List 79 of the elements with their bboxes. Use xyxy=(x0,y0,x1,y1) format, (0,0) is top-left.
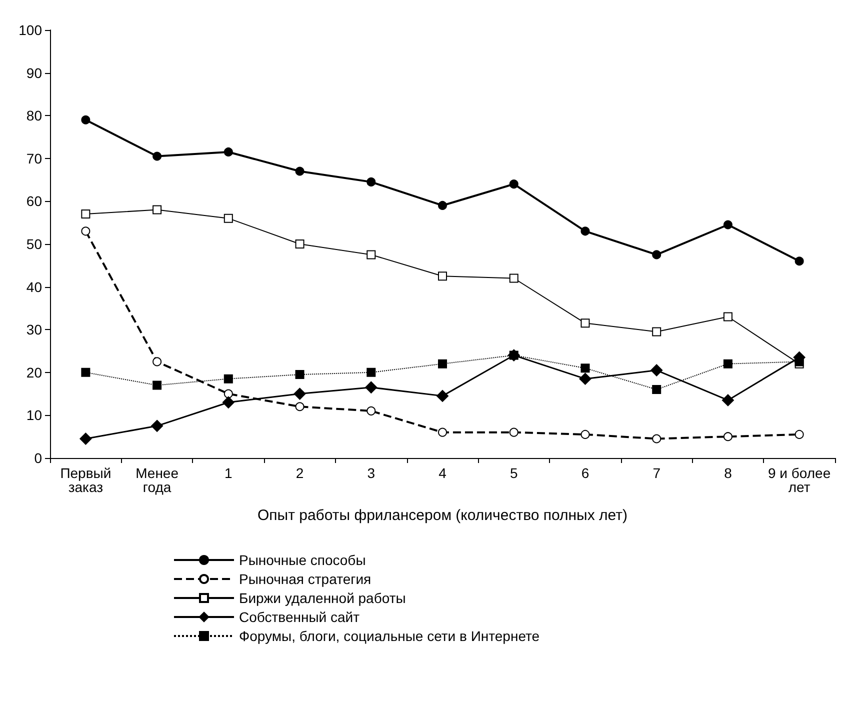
point xyxy=(723,220,732,230)
legend-label: Форумы, блоги, социальные сети в Интернете xyxy=(239,628,540,644)
point xyxy=(81,226,90,236)
x-tick-label: Менее года xyxy=(136,465,179,495)
point xyxy=(509,350,518,360)
y-tick-label: 90 xyxy=(26,64,42,81)
x-tick-label: 6 xyxy=(581,465,590,481)
point xyxy=(295,166,304,176)
x-tick-label: 5 xyxy=(510,465,518,481)
x-axis-title: Опыт работы фрилансером (количество полных лет) xyxy=(258,507,628,524)
point xyxy=(151,420,164,432)
y-tick-label: 0 xyxy=(34,450,42,466)
y-tick-label: 50 xyxy=(26,236,42,252)
point xyxy=(152,380,162,390)
y-tick-label: 40 xyxy=(26,278,42,295)
point xyxy=(294,388,306,400)
point xyxy=(222,396,234,408)
point xyxy=(81,115,90,124)
x-tick-label: 9 и более лет xyxy=(768,465,831,495)
x-tick-label: Первый заказ xyxy=(60,465,112,495)
point xyxy=(295,240,304,248)
point xyxy=(794,430,804,439)
point xyxy=(652,385,662,394)
y-tick-label: 80 xyxy=(26,108,42,124)
y-tick-label: 100 xyxy=(18,22,42,38)
point xyxy=(224,214,233,223)
point xyxy=(723,432,732,442)
point xyxy=(509,428,518,437)
point xyxy=(580,430,590,439)
point xyxy=(152,357,162,366)
legend-label: Рыночная стратегия xyxy=(239,571,372,587)
point xyxy=(652,327,662,336)
point xyxy=(438,428,447,437)
point xyxy=(579,372,592,385)
point xyxy=(794,256,804,266)
point xyxy=(723,359,732,368)
x-tick-label: 4 xyxy=(438,465,447,481)
point xyxy=(224,389,233,398)
y-tick-label: 60 xyxy=(26,193,42,210)
point xyxy=(436,390,448,402)
point xyxy=(81,368,90,377)
point xyxy=(366,250,376,260)
x-tick-label: 2 xyxy=(296,465,304,481)
x-tick-label: 7 xyxy=(652,465,661,481)
point xyxy=(152,205,162,214)
point xyxy=(438,200,447,210)
point xyxy=(295,402,304,412)
x-tick-label: 3 xyxy=(367,465,376,481)
point xyxy=(438,272,447,281)
point xyxy=(438,359,447,368)
point xyxy=(81,210,90,219)
point xyxy=(652,434,662,444)
point xyxy=(509,180,518,189)
point xyxy=(580,318,590,328)
point xyxy=(722,394,734,406)
point xyxy=(509,274,518,283)
legend-label: Собственный сайт xyxy=(239,609,360,625)
point xyxy=(580,226,590,236)
point xyxy=(366,177,376,186)
point xyxy=(366,368,376,377)
point xyxy=(295,370,304,380)
point xyxy=(152,152,162,161)
point xyxy=(224,147,233,156)
point xyxy=(224,374,233,384)
point xyxy=(652,250,662,260)
y-tick-label: 20 xyxy=(26,364,42,380)
legend-label: Биржи удаленной работы xyxy=(239,590,406,606)
point xyxy=(650,364,663,376)
y-tick-label: 70 xyxy=(26,150,42,166)
point xyxy=(366,406,376,416)
y-tick-label: 10 xyxy=(26,407,42,424)
point xyxy=(723,312,732,322)
point xyxy=(365,381,378,394)
x-tick-label: 1 xyxy=(224,465,233,481)
legend-label: Рыночные способы xyxy=(239,552,366,568)
point xyxy=(80,432,92,445)
y-tick-label: 30 xyxy=(26,322,42,338)
x-tick-label: 8 xyxy=(724,465,732,481)
point xyxy=(580,364,590,373)
